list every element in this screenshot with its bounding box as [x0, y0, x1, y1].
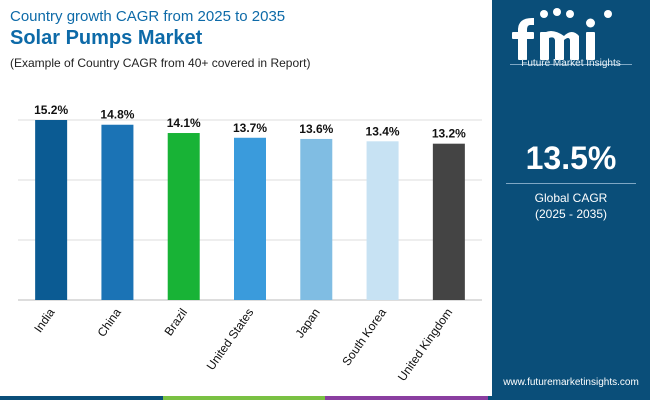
data-label: 14.8%	[100, 108, 134, 122]
chart-panel: Country growth CAGR from 2025 to 2035 So…	[10, 8, 482, 384]
x-tick-label: China	[94, 305, 124, 339]
global-cagr-value: 13.5%	[525, 140, 617, 176]
website-url[interactable]: www.futuremarketinsights.com	[503, 377, 639, 388]
bar	[366, 141, 399, 300]
brand-name: Future Market Insights	[521, 58, 621, 69]
bar	[234, 137, 266, 300]
data-label: 13.6%	[299, 122, 333, 136]
chart-title: Solar Pumps Market	[10, 27, 203, 49]
bottom-bar-segment	[487, 396, 650, 400]
data-label: 15.2%	[34, 103, 68, 117]
bottom-bar-segment	[0, 396, 163, 400]
bottom-bar-segment	[325, 396, 488, 400]
bottom-bar-segment	[162, 396, 325, 400]
bar	[167, 133, 200, 300]
bottom-color-bar	[0, 396, 650, 400]
bar	[35, 120, 68, 300]
x-tick-label: India	[31, 305, 58, 335]
chart-subtitle: Country growth CAGR from 2025 to 2035	[10, 8, 286, 25]
data-label: 13.2%	[432, 127, 466, 141]
chart-note: (Example of Country CAGR from 40+ covere…	[10, 56, 311, 70]
data-label: 13.7%	[233, 121, 267, 135]
bar	[432, 143, 465, 300]
global-cagr-period: (2025 - 2035)	[534, 207, 608, 221]
sidebar-panel: Future Market Insights 13.5% Global CAGR…	[492, 0, 650, 400]
x-tick-label: Japan	[293, 306, 323, 341]
global-cagr-label: Global CAGR	[534, 191, 608, 205]
bar-chart: 15.2% India 14.8% China 14.1% Brazil 13.7% Unit…	[18, 103, 482, 384]
bar	[300, 138, 333, 300]
x-tick-label: United Kingdom	[395, 306, 455, 384]
x-tick-label: United States	[204, 306, 257, 373]
x-tick-label: Brazil	[161, 306, 190, 339]
x-tick-label: South Korea	[339, 305, 389, 368]
bar	[101, 124, 134, 300]
data-label: 14.1%	[167, 116, 201, 130]
fmi-logo-icon	[510, 8, 632, 65]
divider	[506, 183, 636, 184]
data-label: 13.4%	[366, 124, 400, 138]
